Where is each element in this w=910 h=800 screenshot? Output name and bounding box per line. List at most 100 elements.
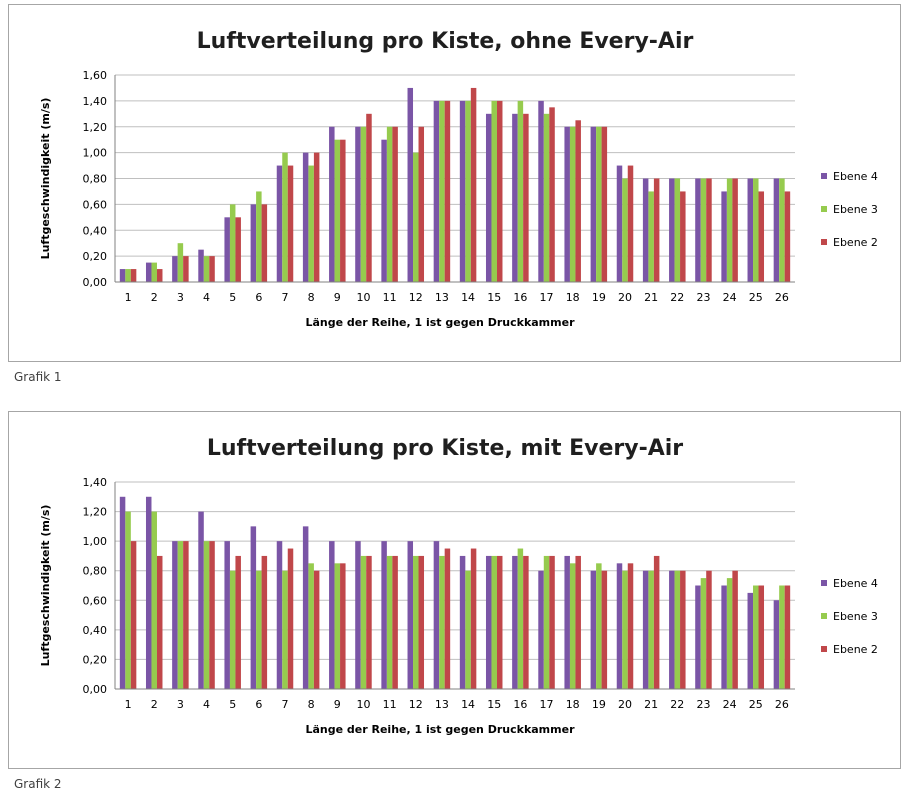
bar-ebene-2-17: [549, 107, 555, 282]
bar-ebene-2-8: [313, 570, 320, 689]
bar-ebene-2-3: [183, 541, 189, 689]
y-tick-label: 1,60: [83, 69, 108, 82]
x-tick-label: 18: [566, 698, 580, 711]
legend-swatch-ebene-2: [821, 239, 827, 245]
bar-ebene-4-13: [433, 541, 440, 689]
y-axis-label: Luftgeschwindigkeit (m/s): [39, 505, 52, 667]
bar-ebene-4-25: [747, 178, 754, 282]
x-tick-label: 8: [308, 698, 315, 711]
bar-ebene-2-17: [549, 555, 555, 689]
y-tick-label: 0,20: [83, 653, 108, 666]
bar-ebene-4-25: [747, 592, 754, 689]
bar-ebene-2-23: [706, 570, 712, 689]
bar-ebene-3-3: [177, 541, 184, 689]
x-tick-label: 2: [151, 291, 158, 304]
x-tick-label: 7: [282, 698, 289, 711]
y-tick-label: 0,60: [83, 594, 108, 607]
chart-1-caption: Grafik 1: [14, 370, 62, 384]
bar-ebene-4-20: [616, 165, 623, 282]
bar-ebene-3-5: [229, 204, 236, 282]
bar-ebene-4-11: [381, 541, 387, 689]
bar-ebene-3-6: [256, 191, 262, 282]
bar-ebene-4-5: [224, 217, 230, 282]
x-tick-label: 19: [592, 698, 606, 711]
x-tick-label: 7: [282, 291, 289, 304]
bar-ebene-2-15: [496, 555, 503, 689]
x-tick-label: 19: [592, 291, 606, 304]
x-tick-label: 20: [618, 291, 632, 304]
bar-ebene-3-13: [439, 100, 445, 282]
x-tick-label: 23: [696, 698, 710, 711]
bar-ebene-4-14: [459, 555, 466, 689]
chart-2-container: Luftverteilung pro Kiste, mit Every-Air 0…: [8, 411, 901, 769]
bar-ebene-2-18: [575, 120, 581, 282]
bar-ebene-3-18: [569, 126, 576, 282]
bar-ebene-4-13: [433, 100, 440, 282]
bar-ebene-2-7: [287, 165, 294, 282]
y-tick-label: 0,80: [83, 173, 108, 186]
bar-ebene-4-7: [276, 165, 283, 282]
y-tick-label: 1,20: [83, 506, 108, 519]
x-tick-label: 16: [513, 698, 527, 711]
bar-ebene-4-12: [407, 87, 414, 282]
bar-ebene-2-19: [601, 126, 608, 282]
bar-ebene-2-19: [601, 570, 608, 689]
bar-ebene-2-1: [130, 269, 137, 282]
bar-ebene-3-14: [465, 570, 471, 689]
bar-ebene-3-21: [648, 570, 654, 689]
bar-ebene-3-10: [360, 126, 367, 282]
bar-ebene-3-10: [360, 555, 367, 689]
legend-label-ebene-4: Ebene 4: [833, 577, 878, 590]
bar-ebene-3-9: [334, 563, 341, 689]
bar-ebene-3-19: [596, 126, 602, 282]
x-axis-label: Länge der Reihe, 1 ist gegen Druckkammer: [305, 316, 575, 329]
y-tick-label: 1,20: [83, 121, 108, 134]
bar-ebene-2-25: [758, 191, 765, 282]
legend-swatch-ebene-2: [821, 646, 827, 652]
bar-ebene-3-4: [203, 256, 210, 282]
bar-ebene-3-2: [151, 262, 157, 282]
bar-ebene-4-4: [198, 511, 204, 689]
chart-title: Luftverteilung pro Kiste, mit Every-Air: [207, 436, 683, 461]
bar-ebene-2-22: [680, 191, 686, 282]
legend-label-ebene-2: Ebene 2: [833, 643, 878, 656]
bar-ebene-2-20: [627, 165, 634, 282]
bar-ebene-3-26: [779, 585, 785, 689]
bar-ebene-4-16: [512, 113, 518, 282]
bar-ebene-2-9: [340, 139, 346, 282]
x-tick-label: 13: [435, 291, 449, 304]
bar-ebene-4-5: [224, 541, 230, 689]
bar-ebene-3-16: [517, 548, 524, 689]
bar-ebene-4-8: [302, 152, 309, 282]
bar-ebene-4-23: [695, 585, 701, 689]
x-tick-label: 10: [356, 698, 370, 711]
x-tick-label: 21: [644, 291, 658, 304]
bar-ebene-2-23: [706, 178, 712, 282]
x-tick-label: 14: [461, 291, 475, 304]
x-tick-label: 12: [409, 291, 423, 304]
x-tick-label: 25: [749, 291, 763, 304]
bar-ebene-4-17: [538, 570, 544, 689]
x-tick-label: 1: [125, 291, 132, 304]
bar-ebene-3-8: [308, 563, 314, 689]
chart-2-caption: Grafik 2: [14, 777, 62, 791]
bar-ebene-3-7: [282, 152, 288, 282]
bar-ebene-2-8: [313, 152, 320, 282]
bar-ebene-3-3: [177, 243, 184, 282]
legend-swatch-ebene-3: [821, 206, 827, 212]
bar-ebene-3-23: [700, 578, 707, 689]
bar-ebene-4-18: [564, 126, 570, 282]
bar-ebene-4-14: [459, 100, 466, 282]
bar-ebene-2-2: [156, 555, 163, 689]
x-tick-label: 24: [723, 698, 737, 711]
bar-ebene-3-9: [334, 139, 341, 282]
bar-ebene-2-15: [496, 100, 503, 282]
bar-ebene-2-4: [209, 541, 215, 689]
x-axis-label: Länge der Reihe, 1 ist gegen Druckkammer: [305, 723, 575, 736]
x-tick-label: 5: [229, 291, 236, 304]
chart-title: Luftverteilung pro Kiste, ohne Every-Air: [197, 29, 694, 54]
x-tick-label: 22: [670, 698, 684, 711]
bar-ebene-3-25: [753, 585, 759, 689]
bar-ebene-3-5: [229, 570, 236, 689]
y-tick-label: 0,40: [83, 224, 108, 237]
